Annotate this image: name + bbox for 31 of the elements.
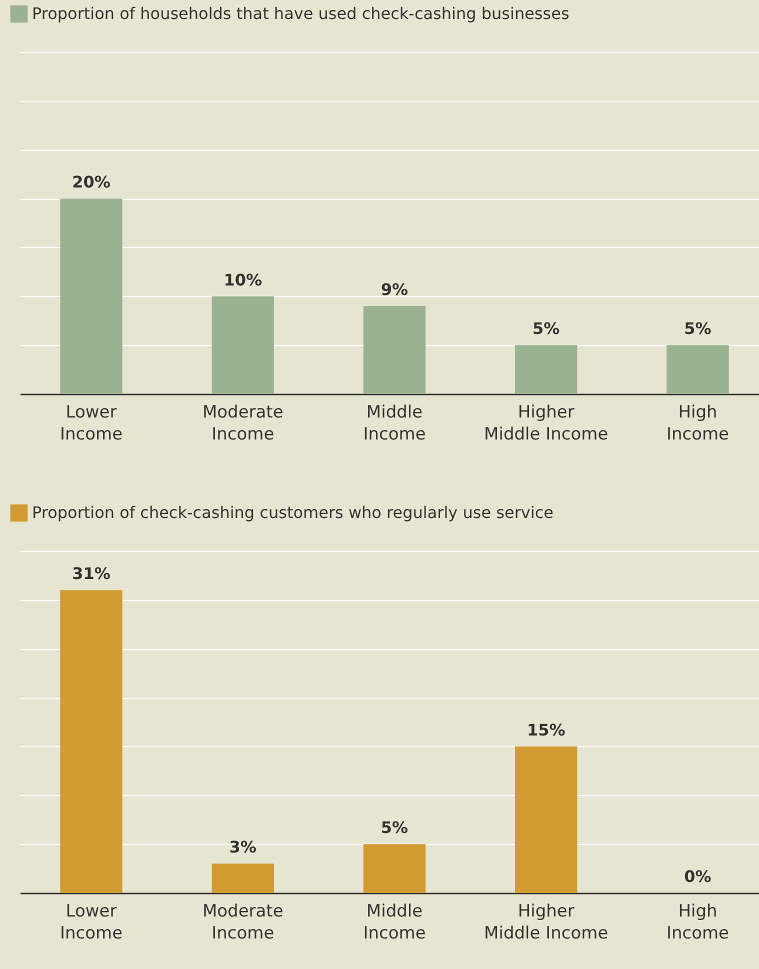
- x-tick-label: Middle Income: [363, 902, 426, 944]
- data-label: 5%: [684, 319, 712, 338]
- data-label: 0%: [684, 867, 712, 886]
- data-label: 5%: [532, 319, 560, 338]
- bar: [212, 296, 274, 394]
- x-tick-label: High Income: [666, 402, 730, 444]
- x-tick-label: Lower Income: [60, 402, 123, 444]
- bar: [363, 844, 426, 893]
- data-label: 9%: [380, 280, 408, 300]
- legend-label: Proportion of households that have used check-cashing businesses: [32, 4, 570, 23]
- bar: [60, 590, 122, 893]
- bar: [60, 198, 122, 394]
- x-tick-label: Moderate Income: [202, 902, 284, 944]
- x-tick-label: High Income: [666, 902, 730, 944]
- bar: [515, 345, 578, 394]
- data-label: 20%: [72, 172, 110, 192]
- data-label: 10%: [224, 270, 262, 290]
- bar: [212, 864, 274, 893]
- data-label: 15%: [526, 720, 566, 740]
- bar: [515, 746, 578, 893]
- data-label: 5%: [380, 818, 408, 838]
- x-tick-label: Higher Middle Income: [484, 402, 608, 444]
- bar: [363, 306, 426, 394]
- bar: [666, 345, 729, 394]
- x-tick-label: Lower Income: [60, 902, 123, 944]
- legend-label: Proportion of check-cashing customers who regularly use service: [32, 503, 554, 522]
- x-tick-label: Middle Income: [363, 402, 426, 444]
- data-label: 3%: [229, 838, 256, 857]
- x-tick-label: Higher Middle Income: [484, 902, 608, 944]
- x-tick-label: Moderate Income: [202, 402, 284, 444]
- data-label: 31%: [72, 564, 110, 584]
